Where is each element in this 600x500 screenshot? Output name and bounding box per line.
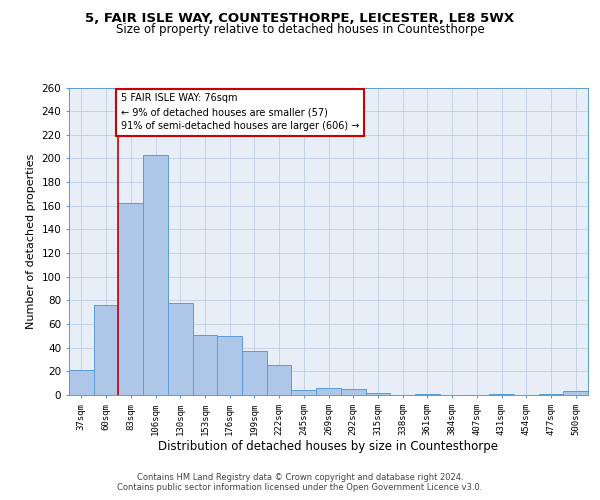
Bar: [341, 389, 365, 395]
Text: 5, FAIR ISLE WAY, COUNTESTHORPE, LEICESTER, LE8 5WX: 5, FAIR ISLE WAY, COUNTESTHORPE, LEICEST…: [85, 12, 515, 26]
Bar: [267, 366, 292, 395]
Bar: [94, 305, 118, 395]
Bar: [539, 394, 563, 395]
Text: Size of property relative to detached houses in Countesthorpe: Size of property relative to detached ho…: [116, 24, 484, 36]
Bar: [69, 370, 94, 395]
Text: 5 FAIR ISLE WAY: 76sqm
← 9% of detached houses are smaller (57)
91% of semi-deta: 5 FAIR ISLE WAY: 76sqm ← 9% of detached …: [121, 94, 359, 132]
Bar: [415, 394, 440, 395]
Bar: [118, 204, 143, 395]
Bar: [168, 302, 193, 395]
Bar: [489, 394, 514, 395]
Bar: [143, 155, 168, 395]
Y-axis label: Number of detached properties: Number of detached properties: [26, 154, 36, 329]
Bar: [242, 351, 267, 395]
Text: Contains HM Land Registry data © Crown copyright and database right 2024.
Contai: Contains HM Land Registry data © Crown c…: [118, 473, 482, 492]
X-axis label: Distribution of detached houses by size in Countesthorpe: Distribution of detached houses by size …: [158, 440, 499, 454]
Bar: [365, 392, 390, 395]
Bar: [193, 334, 217, 395]
Bar: [217, 336, 242, 395]
Bar: [316, 388, 341, 395]
Bar: [563, 392, 588, 395]
Bar: [292, 390, 316, 395]
